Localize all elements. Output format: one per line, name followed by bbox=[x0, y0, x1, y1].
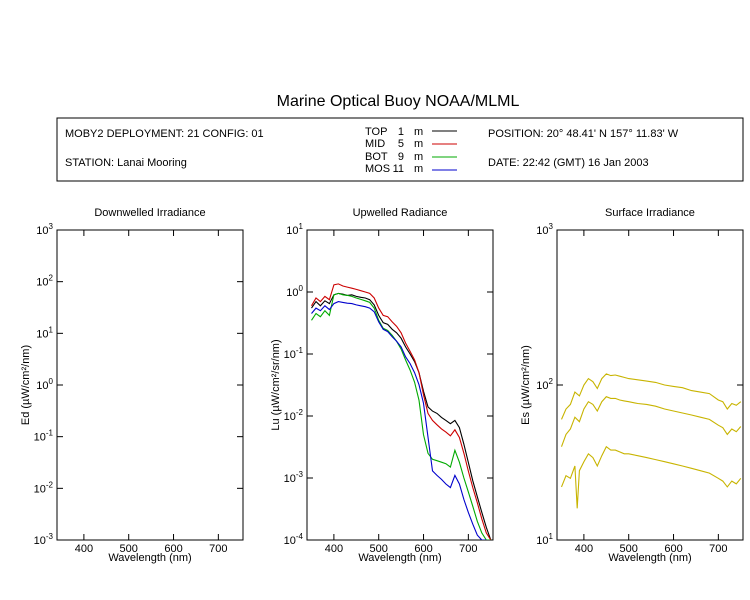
series-line-top bbox=[311, 292, 492, 540]
panel-3: Surface Irradiance 400 500 600 700 101 102 103 W… bbox=[520, 207, 744, 564]
legend-mos-depth: 11 bbox=[393, 163, 404, 175]
y-axis-label: Ed (µW/cm²/nm) bbox=[20, 345, 32, 425]
y-tick-label: 10-2 bbox=[284, 408, 304, 423]
y-axis-label: Lu (µW/cm²/sr/nm) bbox=[270, 339, 282, 430]
series-line-surface-3 bbox=[560, 445, 742, 509]
legend-top-unit: m bbox=[414, 126, 423, 138]
series-line-mid bbox=[311, 283, 492, 540]
station-text: STATION: Lanai Mooring bbox=[65, 157, 187, 169]
y-tick-label: 10-3 bbox=[284, 470, 304, 485]
series-line-surface-1 bbox=[560, 373, 742, 420]
legend-bot-unit: m bbox=[414, 151, 423, 163]
x-tick-label: 400 bbox=[575, 543, 593, 555]
x-tick-label: 500 bbox=[120, 543, 138, 555]
x-axis-label: Wavelength (nm) bbox=[108, 552, 191, 564]
plot-frame bbox=[56, 229, 244, 541]
legend: TOP 1 m MID 5 m BOT 9 m MOS 11 m bbox=[365, 126, 457, 175]
x-tick-label: 600 bbox=[664, 543, 682, 555]
x-tick-label: 600 bbox=[164, 543, 182, 555]
y-tick-label: 10-3 bbox=[34, 532, 54, 547]
plot-frame bbox=[556, 229, 744, 541]
x-tick-label: 400 bbox=[75, 543, 93, 555]
y-tick-label: 100 bbox=[286, 284, 303, 299]
y-axis-label: Es (µW/cm²/nm) bbox=[520, 345, 532, 425]
y-tick-label: 10-1 bbox=[284, 346, 304, 361]
legend-mos-unit: m bbox=[414, 163, 423, 175]
x-tick-label: 500 bbox=[620, 543, 638, 555]
x-axis-label: Wavelength (nm) bbox=[358, 552, 441, 564]
y-tick-label: 10-2 bbox=[34, 480, 54, 495]
legend-bot-depth: 9 bbox=[398, 151, 404, 163]
x-tick-label: 700 bbox=[209, 543, 227, 555]
x-tick-label: 700 bbox=[459, 543, 477, 555]
legend-bot-name: BOT bbox=[365, 151, 388, 163]
x-tick-label: 500 bbox=[370, 543, 388, 555]
legend-top-depth: 1 bbox=[398, 126, 404, 138]
panel-title: Downwelled Irradiance bbox=[94, 207, 205, 219]
panel-1: Downwelled Irradiance 400 500 600 700 10-3 10-… bbox=[20, 207, 244, 564]
legend-mos-name: MOS bbox=[365, 163, 390, 175]
series-group bbox=[311, 283, 492, 540]
x-tick-label: 700 bbox=[709, 543, 727, 555]
y-tick-label: 102 bbox=[36, 274, 53, 289]
series-line-surface-2 bbox=[560, 396, 742, 447]
y-tick-label: 101 bbox=[286, 222, 303, 237]
y-tick-label: 103 bbox=[536, 222, 553, 237]
panel-title: Surface Irradiance bbox=[605, 207, 695, 219]
deployment-text: MOBY2 DEPLOYMENT: 21 CONFIG: 01 bbox=[65, 128, 264, 140]
plot-frame bbox=[306, 229, 494, 541]
y-tick-label: 101 bbox=[36, 325, 53, 340]
legend-mid-depth: 5 bbox=[398, 138, 404, 150]
figure-title: Marine Optical Buoy NOAA/MLML bbox=[277, 93, 520, 110]
series-line-bot bbox=[311, 292, 491, 540]
x-tick-label: 400 bbox=[325, 543, 343, 555]
x-axis-label: Wavelength (nm) bbox=[608, 552, 691, 564]
y-tick-label: 100 bbox=[36, 377, 53, 392]
position-text: POSITION: 20° 48.41' N 157° 11.83' W bbox=[488, 128, 679, 140]
y-tick-label: 101 bbox=[536, 532, 553, 547]
y-tick-label: 102 bbox=[536, 377, 553, 392]
info-box bbox=[56, 117, 744, 182]
y-tick-label: 103 bbox=[36, 222, 53, 237]
legend-mid-name: MID bbox=[365, 138, 385, 150]
y-tick-label: 10-1 bbox=[34, 429, 54, 444]
date-text: DATE: 22:42 (GMT) 16 Jan 2003 bbox=[488, 157, 649, 169]
panel-2: Upwelled Radiance 400 500 600 700 10-4 10-3 10-… bbox=[270, 207, 494, 564]
legend-top-name: TOP bbox=[365, 126, 387, 138]
x-tick-label: 600 bbox=[414, 543, 432, 555]
y-tick-label: 10-4 bbox=[284, 532, 304, 547]
legend-mid-unit: m bbox=[414, 138, 423, 150]
panel-title: Upwelled Radiance bbox=[353, 207, 448, 219]
series-group bbox=[560, 373, 742, 509]
plot-panels: Downwelled Irradiance 400 500 600 700 10-3 10-… bbox=[20, 207, 744, 564]
series-line-mos bbox=[311, 301, 487, 540]
